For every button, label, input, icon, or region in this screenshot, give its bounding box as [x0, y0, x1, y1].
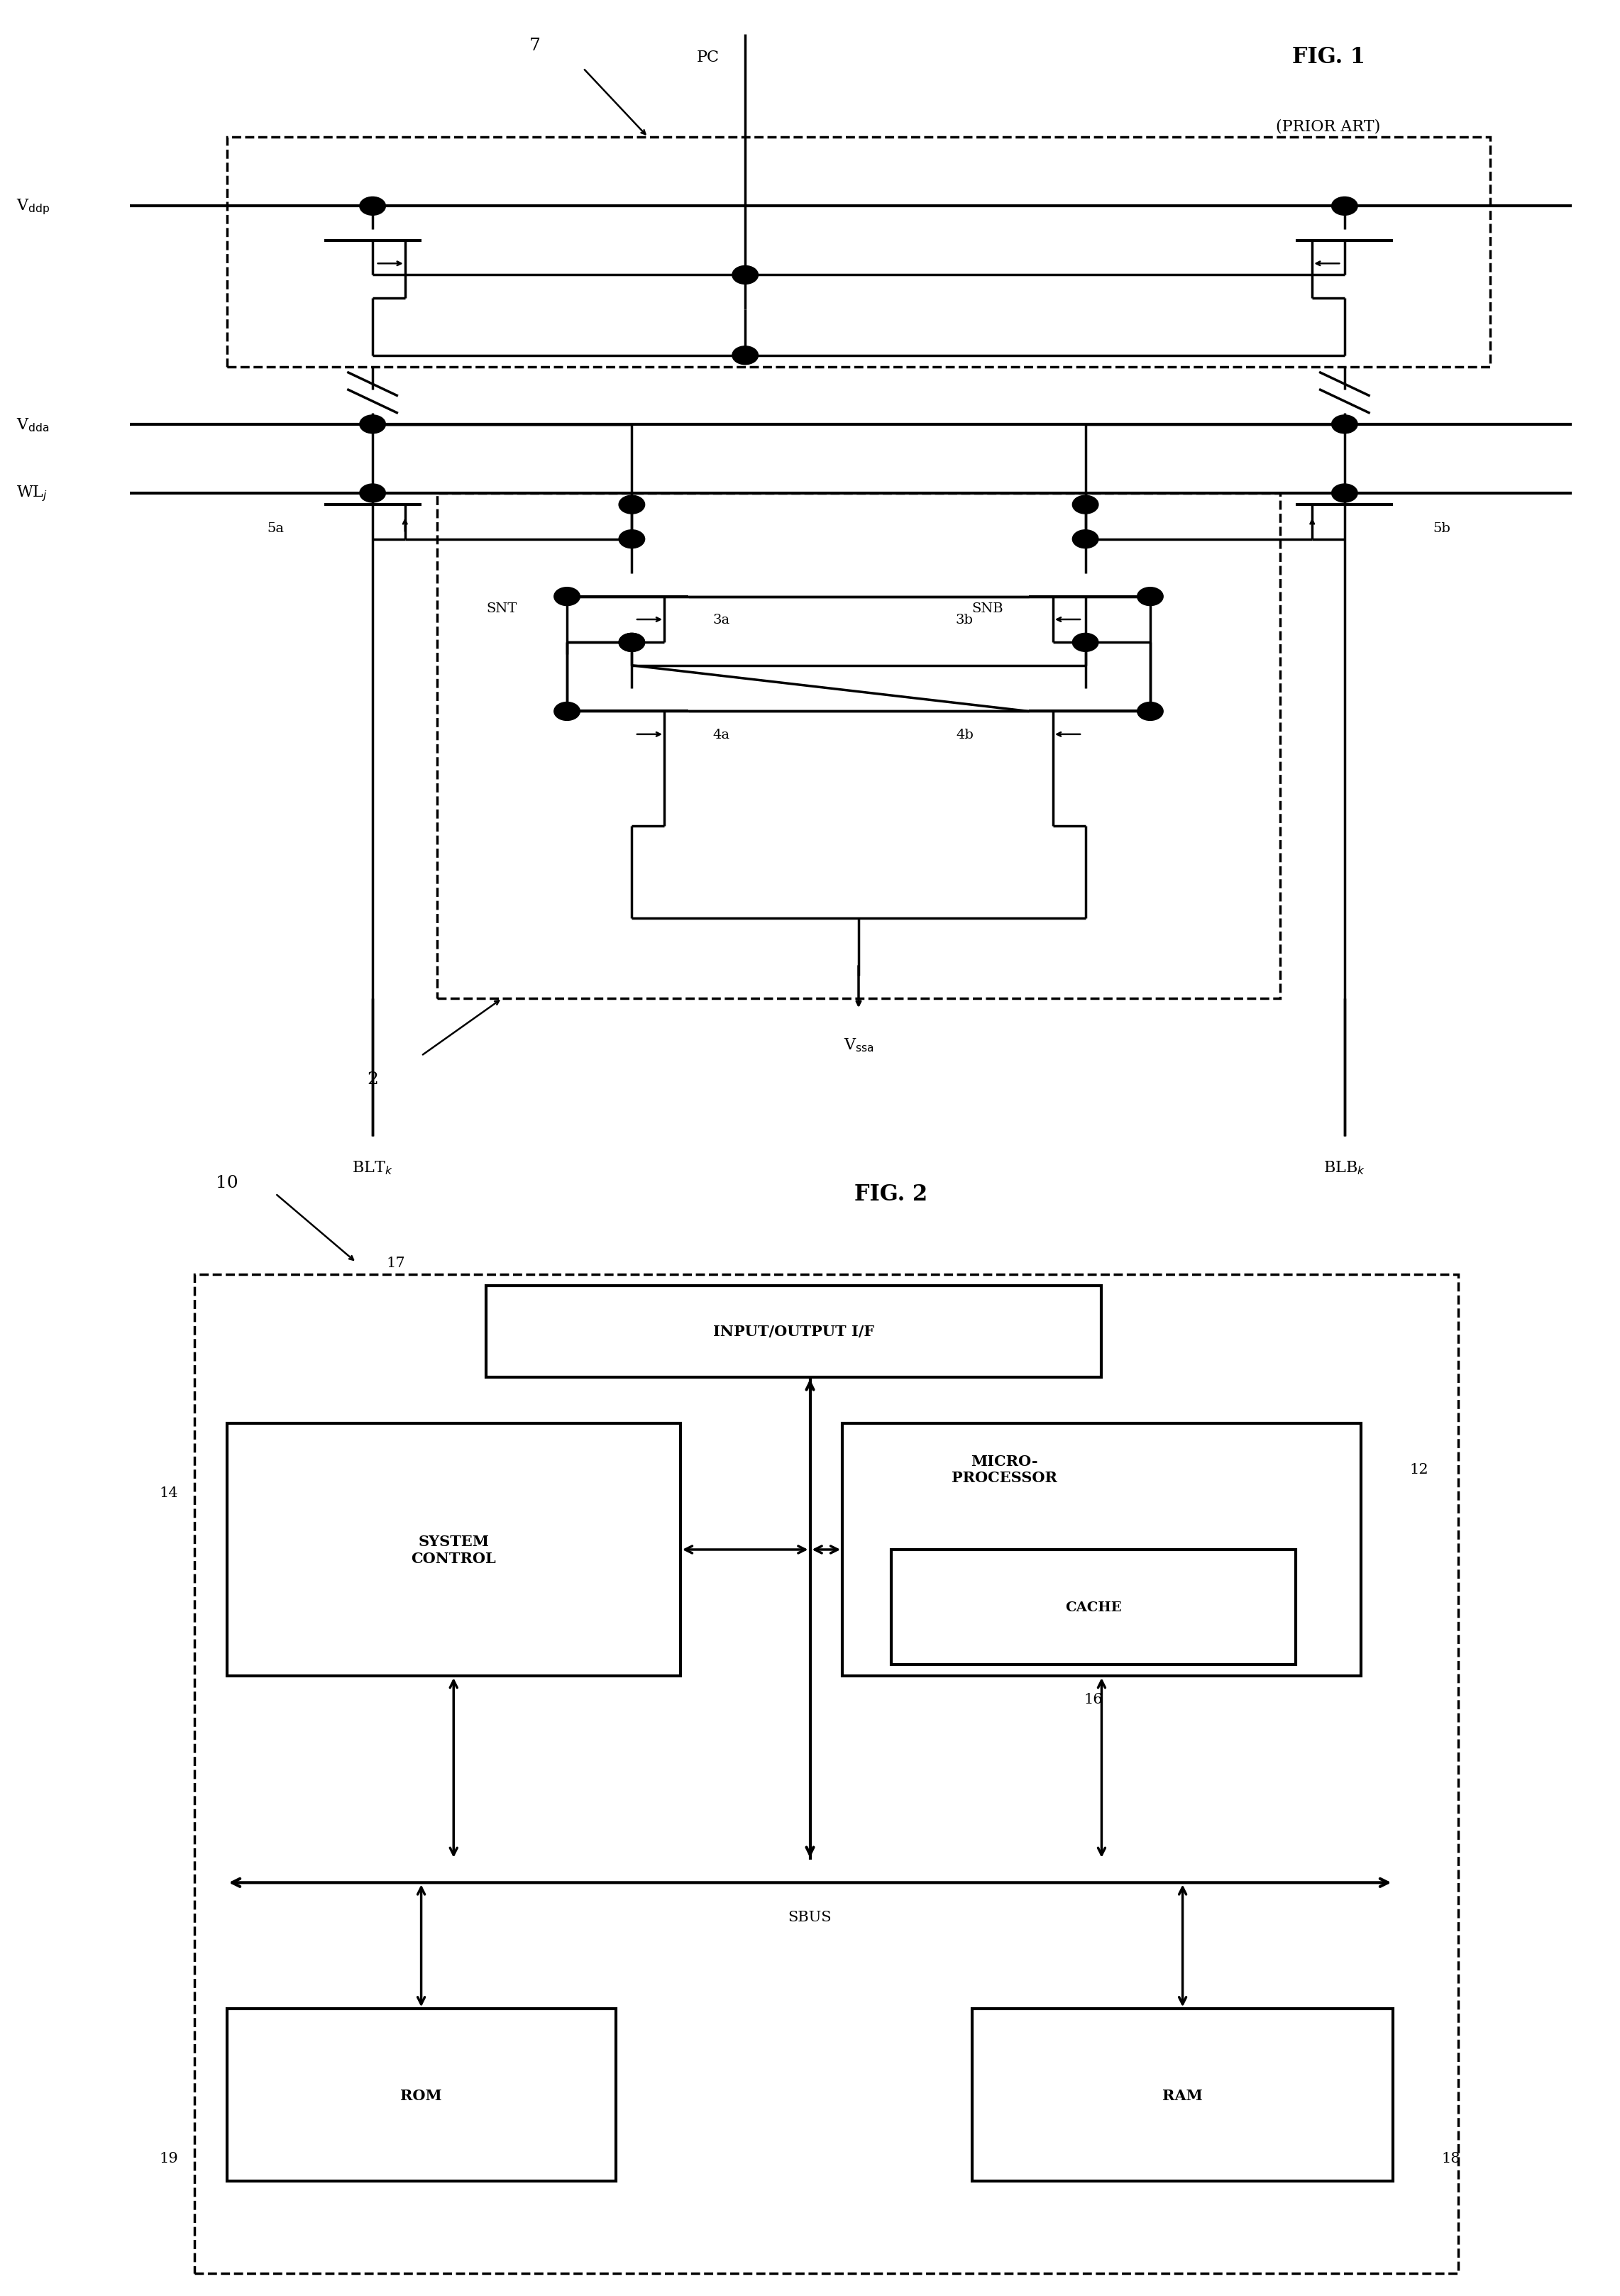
Circle shape — [619, 634, 645, 652]
Text: BLT$_k$: BLT$_k$ — [352, 1159, 394, 1176]
Text: SNB: SNB — [972, 602, 1004, 615]
Text: ROM: ROM — [400, 2087, 442, 2103]
Text: FIG. 2: FIG. 2 — [854, 1182, 928, 1205]
Circle shape — [554, 703, 580, 721]
Text: (PRIOR ART): (PRIOR ART) — [1277, 119, 1380, 133]
Text: 4b: 4b — [956, 728, 974, 742]
Bar — [891, 1550, 1296, 1665]
Text: 5a: 5a — [267, 521, 284, 535]
Bar — [437, 494, 1280, 999]
Text: 3a: 3a — [713, 613, 731, 627]
Circle shape — [1332, 484, 1358, 503]
Text: 2: 2 — [368, 1070, 377, 1088]
Circle shape — [360, 484, 386, 503]
Circle shape — [619, 530, 645, 549]
Text: 16: 16 — [1084, 1692, 1103, 1706]
Text: V$_{\rm dda}$: V$_{\rm dda}$ — [16, 416, 49, 434]
Circle shape — [360, 416, 386, 434]
Text: 3b: 3b — [956, 613, 974, 627]
Circle shape — [1072, 634, 1098, 652]
Text: INPUT/OUTPUT I/F: INPUT/OUTPUT I/F — [713, 1325, 875, 1339]
Text: 17: 17 — [386, 1256, 405, 1270]
Circle shape — [554, 588, 580, 606]
Circle shape — [732, 347, 758, 365]
Circle shape — [619, 634, 645, 652]
Bar — [842, 1424, 1361, 1676]
Text: SBUS: SBUS — [789, 1910, 831, 1924]
Text: 5b: 5b — [1434, 521, 1450, 535]
Text: CACHE: CACHE — [1066, 1600, 1121, 1614]
Text: V$_{\rm ddp}$: V$_{\rm ddp}$ — [16, 197, 50, 216]
Text: 12: 12 — [1409, 1463, 1429, 1476]
Circle shape — [732, 266, 758, 285]
Text: BLB$_k$: BLB$_k$ — [1324, 1159, 1366, 1176]
Circle shape — [619, 496, 645, 514]
Bar — [227, 2009, 616, 2181]
Circle shape — [1332, 197, 1358, 216]
Bar — [486, 1286, 1102, 1378]
Text: MICRO-
PROCESSOR: MICRO- PROCESSOR — [951, 1453, 1058, 1486]
Circle shape — [1072, 496, 1098, 514]
Circle shape — [1137, 588, 1163, 606]
Text: 14: 14 — [159, 1486, 178, 1499]
Text: 19: 19 — [159, 2151, 178, 2165]
Text: V$_{\rm ssa}$: V$_{\rm ssa}$ — [844, 1035, 873, 1054]
Text: FIG. 1: FIG. 1 — [1291, 46, 1366, 69]
Text: 7: 7 — [530, 37, 539, 55]
Circle shape — [1137, 703, 1163, 721]
Text: 10: 10 — [215, 1173, 238, 1192]
Circle shape — [360, 197, 386, 216]
Text: SNT: SNT — [486, 602, 517, 615]
Text: RAM: RAM — [1163, 2087, 1202, 2103]
Text: 4a: 4a — [713, 728, 731, 742]
Bar — [227, 1424, 680, 1676]
Circle shape — [1072, 530, 1098, 549]
Text: WL$_j$: WL$_j$ — [16, 484, 47, 503]
Bar — [227, 138, 1490, 367]
Text: SYSTEM
CONTROL: SYSTEM CONTROL — [411, 1534, 496, 1566]
Bar — [972, 2009, 1393, 2181]
Text: PC: PC — [697, 51, 719, 64]
Circle shape — [1332, 416, 1358, 434]
Text: 18: 18 — [1442, 2151, 1461, 2165]
Bar — [194, 1274, 1458, 2273]
